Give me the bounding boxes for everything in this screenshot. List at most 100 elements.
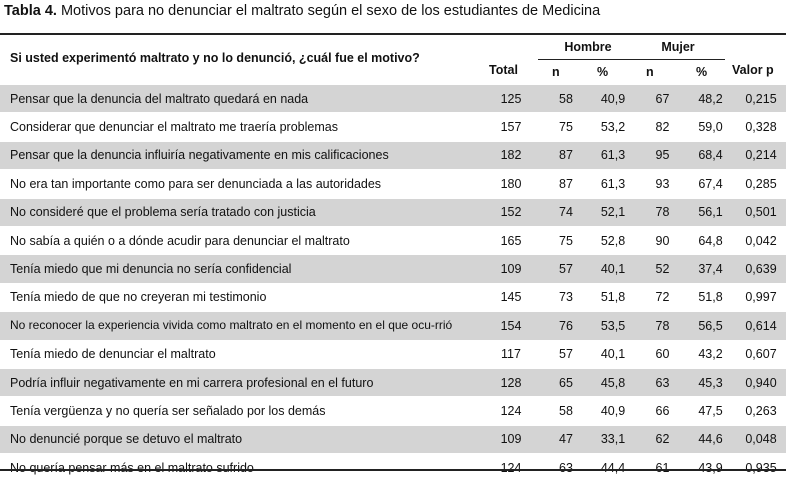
cell-mujer-pct: 56,1 xyxy=(681,197,732,227)
table-row: No denuncié porque se detuvo el maltrato… xyxy=(0,424,786,454)
cell-reason: No era tan importante como para ser denu… xyxy=(0,169,478,199)
table-row: No consideré que el problema sería trata… xyxy=(0,197,786,227)
cell-hombre-n: 58 xyxy=(538,396,584,426)
cell-total: 125 xyxy=(478,85,538,113)
table-caption: Tabla 4. Motivos para no denunciar el ma… xyxy=(4,3,600,19)
table-bottom-rule xyxy=(0,469,786,471)
cell-hombre-n: 47 xyxy=(538,424,584,454)
header-question: Si usted experimentó maltrato y no lo de… xyxy=(10,51,420,65)
cell-mujer-n: 78 xyxy=(634,197,681,227)
cell-hombre-pct: 40,9 xyxy=(584,396,634,426)
cell-hombre-pct: 53,2 xyxy=(584,112,634,142)
cell-mujer-n: 61 xyxy=(634,453,681,481)
cell-reason: Tenía miedo de denunciar el maltrato xyxy=(0,339,478,369)
cell-hombre-n: 65 xyxy=(538,367,584,397)
cell-total: 128 xyxy=(478,367,538,397)
table-row: No quería pensar más en el maltrato sufr… xyxy=(0,453,786,481)
cell-hombre-n: 63 xyxy=(538,453,584,481)
cell-mujer-n: 78 xyxy=(634,311,681,341)
cell-pvalue: 0,501 xyxy=(732,197,786,227)
cell-mujer-n: 82 xyxy=(634,112,681,142)
cell-total: 117 xyxy=(478,339,538,369)
header-hombre: Hombre xyxy=(564,40,612,54)
table-row: Tenía miedo de denunciar el maltrato 117 5… xyxy=(0,339,786,369)
cell-hombre-n: 58 xyxy=(538,85,584,113)
cell-reason: No sabía a quién o a dónde acudir para d… xyxy=(0,225,478,255)
table-row: Considerar que denunciar el maltrato me … xyxy=(0,112,786,142)
cell-pvalue: 0,048 xyxy=(732,424,786,454)
cell-pvalue: 0,935 xyxy=(732,453,786,481)
cell-mujer-pct: 44,6 xyxy=(681,424,732,454)
cell-hombre-pct: 51,8 xyxy=(584,282,634,312)
cell-reason: Considerar que denunciar el maltrato me … xyxy=(0,112,478,142)
cell-total: 124 xyxy=(478,453,538,481)
cell-total: 157 xyxy=(478,112,538,142)
cell-reason: No reconocer la experiencia vivida como … xyxy=(0,311,478,341)
header-mujer-n: n xyxy=(646,65,654,79)
cell-hombre-pct: 45,8 xyxy=(584,367,634,397)
cell-hombre-pct: 52,8 xyxy=(584,225,634,255)
cell-hombre-pct: 53,5 xyxy=(584,311,634,341)
cell-total: 182 xyxy=(478,140,538,170)
cell-reason: Tenía miedo de que no creyeran mi testim… xyxy=(0,282,478,312)
cell-hombre-pct: 40,1 xyxy=(584,254,634,284)
table-row: Podría influir negativamente en mi carre… xyxy=(0,367,786,397)
cell-mujer-n: 52 xyxy=(634,254,681,284)
header-hombre-underline xyxy=(538,59,636,60)
cell-pvalue: 0,328 xyxy=(732,112,786,142)
cell-mujer-n: 66 xyxy=(634,396,681,426)
cell-mujer-n: 90 xyxy=(634,225,681,255)
cell-reason: No quería pensar más en el maltrato sufr… xyxy=(0,453,478,481)
cell-pvalue: 0,614 xyxy=(732,311,786,341)
data-table-body: Pensar que la denuncia del maltrato qued… xyxy=(0,85,786,481)
cell-pvalue: 0,607 xyxy=(732,339,786,369)
cell-mujer-pct: 56,5 xyxy=(681,311,732,341)
cell-total: 180 xyxy=(478,169,538,199)
table-row: No era tan importante como para ser denu… xyxy=(0,169,786,199)
cell-mujer-pct: 45,3 xyxy=(681,367,732,397)
cell-hombre-n: 73 xyxy=(538,282,584,312)
table-row: Pensar que la denuncia influiría negativ… xyxy=(0,140,786,170)
cell-mujer-n: 93 xyxy=(634,169,681,199)
cell-hombre-pct: 40,9 xyxy=(584,85,634,113)
cell-total: 109 xyxy=(478,254,538,284)
cell-mujer-pct: 37,4 xyxy=(681,254,732,284)
cell-hombre-pct: 44,4 xyxy=(584,453,634,481)
table-row: Tenía miedo de que no creyeran mi testim… xyxy=(0,282,786,312)
header-hombre-n: n xyxy=(552,65,560,79)
cell-pvalue: 0,285 xyxy=(732,169,786,199)
cell-mujer-pct: 64,8 xyxy=(681,225,732,255)
header-hombre-pct: % xyxy=(597,65,609,79)
cell-reason: Tenía miedo que mi denuncia no sería con… xyxy=(0,254,478,284)
cell-mujer-pct: 68,4 xyxy=(681,140,732,170)
cell-pvalue: 0,997 xyxy=(732,282,786,312)
header-mujer: Mujer xyxy=(661,40,695,54)
cell-hombre-n: 75 xyxy=(538,225,584,255)
data-table: Pensar que la denuncia del maltrato qued… xyxy=(0,85,786,481)
cell-pvalue: 0,042 xyxy=(732,225,786,255)
cell-mujer-n: 67 xyxy=(634,85,681,113)
cell-pvalue: 0,214 xyxy=(732,140,786,170)
cell-reason: Podría influir negativamente en mi carre… xyxy=(0,367,478,397)
cell-mujer-pct: 48,2 xyxy=(681,85,732,113)
cell-hombre-pct: 40,1 xyxy=(584,339,634,369)
cell-mujer-n: 60 xyxy=(634,339,681,369)
cell-hombre-n: 75 xyxy=(538,112,584,142)
cell-total: 109 xyxy=(478,424,538,454)
cell-mujer-n: 62 xyxy=(634,424,681,454)
table-top-rule xyxy=(0,33,786,35)
table-caption-text: Motivos para no denunciar el maltrato se… xyxy=(56,3,601,19)
table-row: No sabía a quién o a dónde acudir para d… xyxy=(0,225,786,255)
cell-reason: Pensar que la denuncia influiría negativ… xyxy=(0,140,478,170)
table-row: Tenía vergüenza y no quería ser señalado… xyxy=(0,396,786,426)
cell-pvalue: 0,263 xyxy=(732,396,786,426)
cell-hombre-pct: 61,3 xyxy=(584,140,634,170)
header-mujer-pct: % xyxy=(696,65,708,79)
cell-mujer-n: 72 xyxy=(634,282,681,312)
table-row: No reconocer la experiencia vivida como … xyxy=(0,311,786,341)
cell-total: 124 xyxy=(478,396,538,426)
cell-hombre-n: 74 xyxy=(538,197,584,227)
cell-hombre-n: 57 xyxy=(538,339,584,369)
cell-hombre-pct: 52,1 xyxy=(584,197,634,227)
cell-mujer-n: 95 xyxy=(634,140,681,170)
